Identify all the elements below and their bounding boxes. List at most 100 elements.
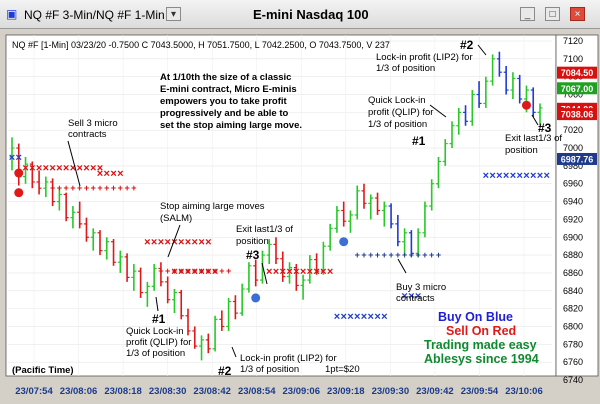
y-tick-label: 6920 — [563, 214, 583, 224]
stop-marker: + — [64, 183, 69, 193]
stop-marker: + — [124, 183, 129, 193]
y-tick-label: 6760 — [563, 357, 583, 367]
stop-marker: + — [436, 250, 441, 260]
stop-marker: + — [70, 183, 75, 193]
arrow — [67, 140, 81, 187]
stop-marker: + — [416, 250, 421, 260]
exit-label: Exit last1/3 of — [236, 224, 293, 235]
y-tick-label: 7000 — [563, 143, 583, 153]
lip2-label: Lock-in profit (LIP2) for — [240, 353, 337, 364]
stop-marker: + — [179, 266, 184, 276]
qlip-label-b: profit (QLIP) for — [368, 107, 433, 118]
red-x-marker: × — [97, 163, 103, 175]
minimize-icon[interactable]: _ — [520, 7, 535, 21]
exit-label: position — [236, 236, 269, 247]
x-tick-label: 23/09:42 — [416, 386, 454, 397]
red-x-marker: × — [205, 237, 211, 249]
red-x-marker: × — [205, 266, 211, 278]
red-x-marker: × — [178, 237, 184, 249]
red-x-marker: × — [117, 168, 123, 180]
red-x-marker: × — [185, 237, 191, 249]
y-tick-label: 7020 — [563, 125, 583, 135]
stop-marker: + — [118, 183, 123, 193]
stop-marker: + — [97, 183, 102, 193]
red-x-marker: × — [70, 163, 76, 175]
price-label: 7084.50 — [561, 68, 594, 78]
blue-x-marker: × — [340, 311, 346, 323]
y-tick-label: 6780 — [563, 339, 583, 349]
symbol-tab[interactable]: NQ #F 3-Min/NQ #F 1-Min — [24, 8, 165, 22]
dropdown-icon[interactable]: ▾ — [166, 7, 181, 21]
maximize-icon[interactable]: □ — [545, 7, 560, 21]
x-tick-label: 23/09:18 — [327, 386, 365, 397]
qlip-label-b: 1/3 of position — [368, 119, 427, 130]
time-zone-label: (Pacific Time) — [12, 365, 74, 376]
app-icon: ▣ — [6, 7, 18, 21]
red-x-marker: × — [178, 266, 184, 278]
red-x-marker: × — [212, 266, 218, 278]
x-tick-label: 23/08:42 — [193, 386, 231, 397]
y-tick-label: 6900 — [563, 232, 583, 242]
red-x-marker: × — [171, 266, 177, 278]
red-x-marker: × — [300, 266, 306, 278]
close-icon[interactable]: × — [570, 7, 585, 21]
signal-dot — [14, 168, 24, 178]
stop-marker: + — [91, 183, 96, 193]
note-block: At 1/10th the size of a classic E-mini c… — [160, 72, 302, 131]
marker-3: #3 — [246, 248, 260, 262]
blue-x-marker: × — [544, 170, 550, 182]
lip2-label-b: Lock-in profit (LIP2) for — [376, 52, 473, 63]
gridlines — [8, 35, 552, 376]
red-x-marker: × — [192, 237, 198, 249]
legend-tagline: Ablesys since 1994 — [424, 352, 539, 366]
signal-dot — [251, 293, 261, 303]
y-tick-label: 6820 — [563, 304, 583, 314]
stop-marker: + — [382, 250, 387, 260]
y-tick-label: 6880 — [563, 250, 583, 260]
plot-area — [5, 34, 557, 377]
sell-label: contracts — [68, 129, 107, 140]
blue-x-marker: × — [361, 311, 367, 323]
arrow — [261, 262, 268, 285]
exit-label-b: position — [505, 145, 538, 156]
x-tick-label: 23/08:18 — [104, 386, 142, 397]
blue-x-marker: × — [401, 290, 407, 302]
legend-block: Buy On Blue Sell On Red Trading made eas… — [424, 310, 539, 366]
red-x-marker: × — [97, 168, 103, 180]
marker-1: #1 — [152, 312, 166, 326]
signal-dot — [14, 188, 24, 198]
y-tick-label: 7120 — [563, 36, 583, 46]
arrow — [155, 296, 159, 312]
red-x-marker: × — [273, 266, 279, 278]
stop-marker: + — [219, 266, 224, 276]
price-label-bg — [557, 108, 597, 121]
note-line: E-mini contract, Micro E-minis — [160, 84, 297, 95]
y-axis: 7120710070807060704070207000698069606940… — [563, 36, 583, 385]
candles — [9, 51, 543, 361]
red-x-marker: × — [307, 266, 313, 278]
price-label: 7038.06 — [561, 110, 594, 120]
x-tick-label: 23/09:06 — [283, 386, 321, 397]
x-tick-label: 23/08:06 — [60, 386, 98, 397]
blue-x-marker: × — [503, 170, 509, 182]
note-title: At 1/10th the size of a classic — [160, 72, 291, 83]
y-tick-label: 6960 — [563, 179, 583, 189]
x-tick-label: 23/09:54 — [461, 386, 499, 397]
salm-label: (SALM) — [160, 213, 192, 224]
qlip-label: Quick Lock-in — [126, 326, 184, 337]
red-x-marker: × — [144, 237, 150, 249]
blue-x-marker: × — [334, 311, 340, 323]
title-bar: ▣ NQ #F 3-Min/NQ #F 1-Min ▾ E-mini Nasda… — [0, 0, 600, 29]
stop-marker: + — [131, 183, 136, 193]
stop-marker: + — [172, 266, 177, 276]
price-chart[interactable]: 7120710070807060704070207000698069606940… — [0, 29, 600, 404]
red-x-marker: × — [293, 266, 299, 278]
stop-marker: + — [111, 183, 116, 193]
legend-tagline: Trading made easy — [424, 338, 537, 352]
blue-x-marker: × — [537, 170, 543, 182]
signal-dot — [339, 237, 349, 247]
note-line: set the stop aiming large move. — [160, 120, 302, 131]
blue-x-marker: × — [496, 170, 502, 182]
y-tick-label: 7060 — [563, 90, 583, 100]
